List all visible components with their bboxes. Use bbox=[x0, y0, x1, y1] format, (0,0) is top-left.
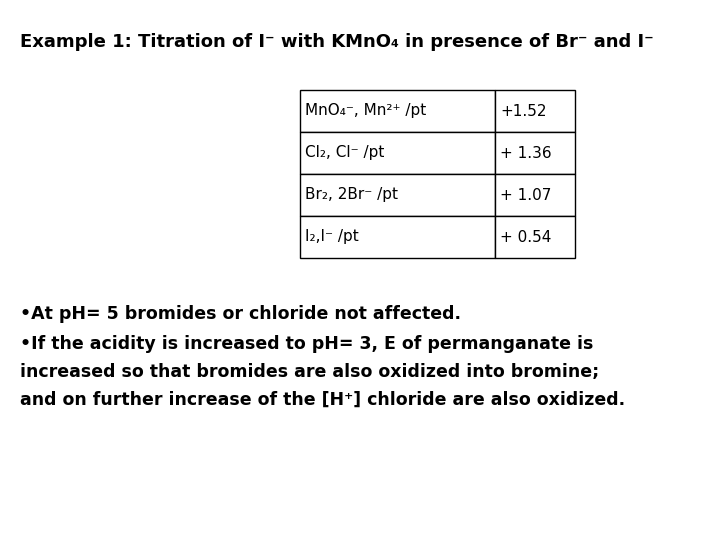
Bar bbox=[300, 90, 495, 132]
Text: +1.52: +1.52 bbox=[500, 104, 546, 118]
Text: Example 1: Titration of I⁻ with KMnO₄ in presence of Br⁻ and I⁻: Example 1: Titration of I⁻ with KMnO₄ in… bbox=[20, 33, 654, 51]
Bar bbox=[495, 90, 575, 132]
Text: MnO₄⁻, Mn²⁺ /pt: MnO₄⁻, Mn²⁺ /pt bbox=[305, 104, 426, 118]
Text: Cl₂, Cl⁻ /pt: Cl₂, Cl⁻ /pt bbox=[305, 145, 384, 160]
Text: + 1.07: + 1.07 bbox=[500, 187, 552, 202]
Text: I₂,I⁻ /pt: I₂,I⁻ /pt bbox=[305, 230, 359, 245]
Text: •If the acidity is increased to pH= 3, E of permanganate is: •If the acidity is increased to pH= 3, E… bbox=[20, 335, 593, 353]
Text: and on further increase of the [H⁺] chloride are also oxidized.: and on further increase of the [H⁺] chlo… bbox=[20, 391, 625, 409]
Bar bbox=[300, 132, 495, 174]
Bar bbox=[495, 174, 575, 216]
Bar bbox=[300, 174, 495, 216]
Text: + 1.36: + 1.36 bbox=[500, 145, 552, 160]
Text: increased so that bromides are also oxidized into bromine;: increased so that bromides are also oxid… bbox=[20, 363, 599, 381]
Bar bbox=[495, 216, 575, 258]
Bar bbox=[300, 216, 495, 258]
Text: Br₂, 2Br⁻ /pt: Br₂, 2Br⁻ /pt bbox=[305, 187, 398, 202]
Text: •At pH= 5 bromides or chloride not affected.: •At pH= 5 bromides or chloride not affec… bbox=[20, 305, 461, 323]
Text: + 0.54: + 0.54 bbox=[500, 230, 552, 245]
Bar bbox=[495, 132, 575, 174]
